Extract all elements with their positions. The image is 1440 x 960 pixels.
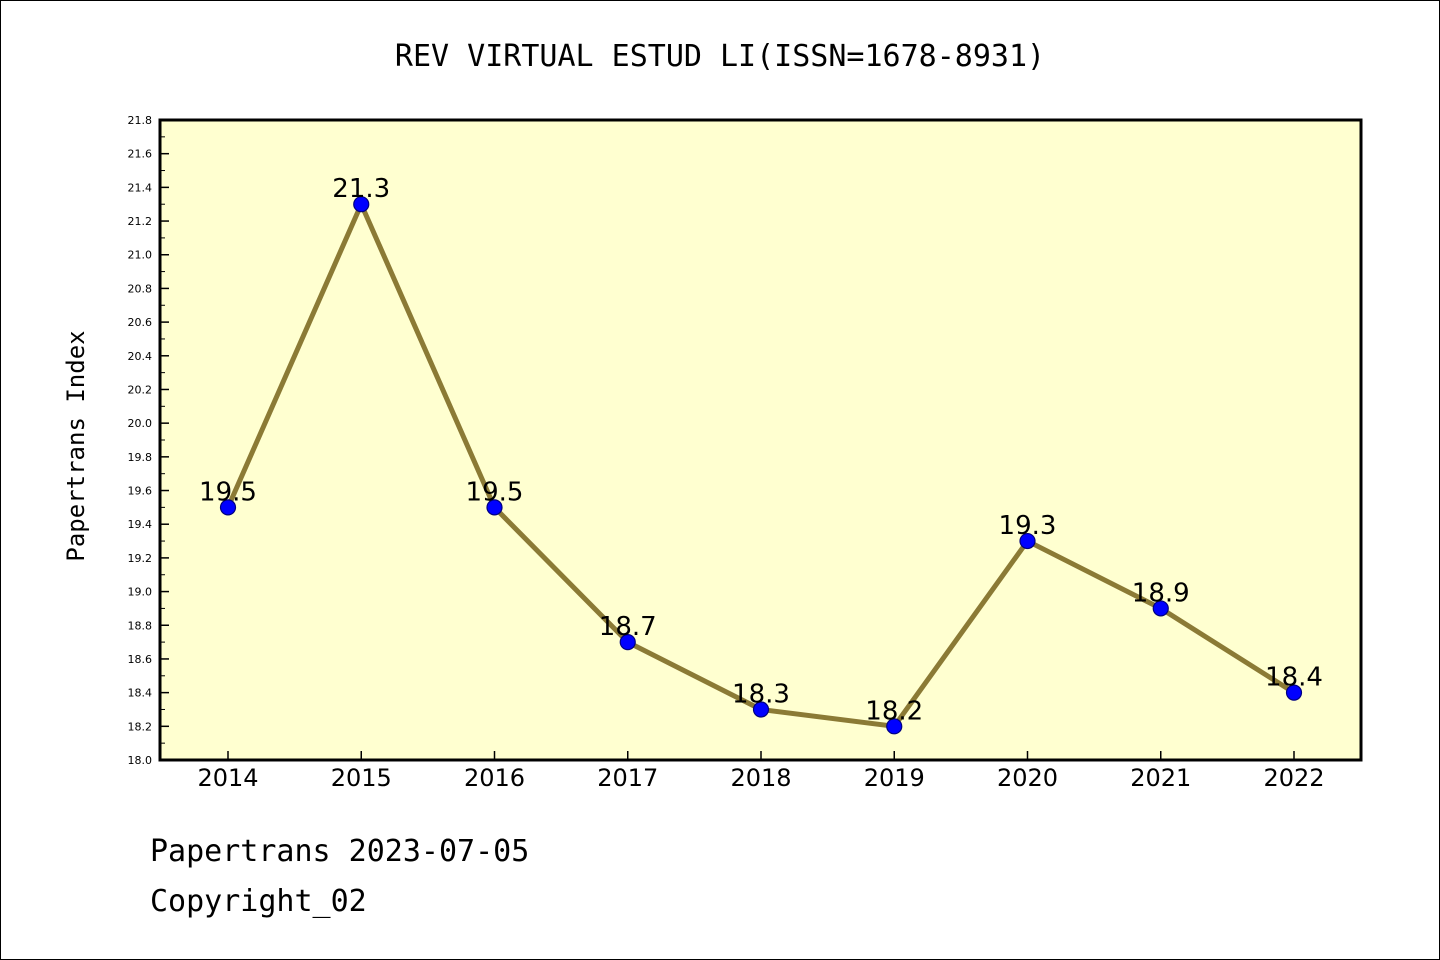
y-tick-label: 20.2 — [128, 383, 153, 396]
y-tick-label: 18.6 — [128, 653, 153, 666]
y-tick-label: 18.2 — [128, 720, 153, 733]
y-tick-label: 21.6 — [128, 148, 153, 161]
x-tick-label: 2016 — [464, 764, 525, 792]
data-label: 18.9 — [1132, 578, 1190, 608]
data-point — [1152, 600, 1169, 617]
x-tick-label: 2020 — [997, 764, 1058, 792]
x-tick-label: 2015 — [331, 764, 392, 792]
data-label: 19.5 — [466, 477, 524, 507]
y-tick-label: 18.8 — [128, 619, 153, 632]
y-tick-label: 21.8 — [128, 114, 153, 127]
data-point — [1019, 532, 1036, 550]
footer-copyright: Copyright_02 — [150, 884, 367, 919]
y-tick-label: 21.4 — [128, 181, 153, 194]
data-label: 21.3 — [332, 174, 390, 204]
data-point — [619, 634, 636, 651]
y-tick-label: 19.6 — [128, 485, 153, 498]
y-tick-label: 19.2 — [128, 552, 153, 565]
x-tick-label: 2022 — [1263, 764, 1324, 792]
data-label: 18.2 — [865, 696, 923, 726]
x-tick-label: 2021 — [1130, 764, 1191, 792]
data-label: 18.4 — [1265, 663, 1323, 693]
data-label: 19.3 — [999, 511, 1057, 541]
y-tick-label: 20.4 — [128, 350, 153, 363]
x-tick-label: 2014 — [197, 764, 258, 792]
y-tick-label: 19.0 — [128, 586, 153, 599]
data-label-layer: 19.5 21.3 19.5 18.7 18.3 18.2 19.3 18.9 18.4 — [199, 174, 1323, 726]
data-point — [486, 499, 503, 516]
y-tick-label: 20.6 — [128, 316, 153, 329]
x-axis: 2014 2015 2016 2017 2018 2019 2020 2021 2022 — [197, 751, 1325, 792]
y-tick-label: 21.2 — [128, 215, 153, 228]
chart-title: REV VIRTUAL ESTUD LI(ISSN=1678-8931) — [395, 39, 1045, 74]
y-tick-label: 19.8 — [128, 451, 153, 464]
x-tick-label: 2017 — [597, 764, 658, 792]
x-tick-label: 2019 — [864, 764, 925, 792]
y-tick-label: 20.8 — [128, 282, 153, 295]
data-point — [1285, 684, 1303, 701]
y-tick-label: 20.0 — [128, 417, 153, 430]
footer-date: Papertrans 2023-07-05 — [150, 834, 530, 869]
y-tick-label: 18.0 — [128, 754, 153, 767]
y-axis: 18.0 18.2 18.4 18.6 18.8 19.0 19.2 19.4 19.6 19.8… — [128, 114, 169, 767]
data-point — [886, 718, 903, 735]
y-tick-label: 19.4 — [128, 518, 153, 531]
data-point — [353, 196, 370, 213]
marker-layer — [219, 196, 1303, 735]
data-point — [219, 499, 237, 516]
data-point — [752, 701, 770, 718]
plot-area — [158, 118, 1363, 762]
data-label: 18.3 — [732, 679, 790, 709]
data-label: 18.7 — [599, 612, 657, 642]
y-tick-label: 21.0 — [128, 249, 153, 262]
x-tick-label: 2018 — [730, 764, 791, 792]
y-tick-label: 18.4 — [128, 687, 153, 700]
data-label: 19.5 — [199, 477, 257, 507]
y-axis-label: Papertrans Index — [62, 330, 90, 561]
